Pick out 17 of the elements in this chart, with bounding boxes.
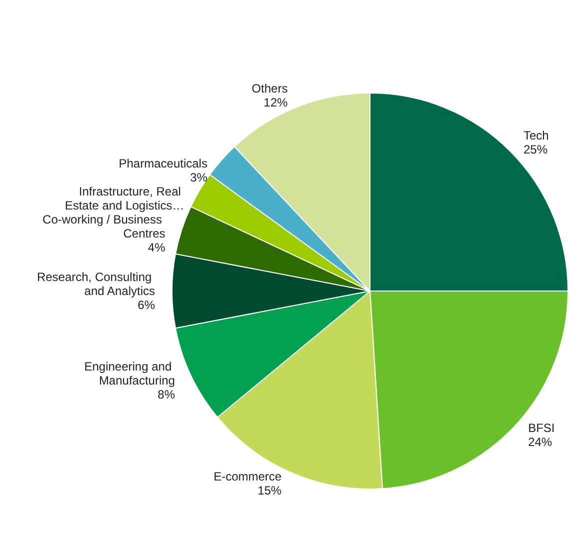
slice-label: E-commerce xyxy=(214,470,282,484)
data-label: 3% xyxy=(190,170,208,185)
data-label: 4% xyxy=(148,240,166,255)
slice-label: Infrastructure, Real Estate and Logistics… xyxy=(64,184,184,213)
data-label: 25% xyxy=(523,142,548,157)
slice-label: Tech xyxy=(523,128,549,143)
slice-label: BFSI xyxy=(528,420,555,435)
data-label: 15% xyxy=(258,484,282,498)
slice-label: Research, Consulting and Analytics xyxy=(36,270,155,298)
data-label: 24% xyxy=(528,434,552,449)
slice-label: Others xyxy=(252,82,288,96)
slice-label: Engineering and Manufacturing xyxy=(84,359,175,388)
data-label: 12% xyxy=(264,96,288,110)
slice-label: Pharmaceuticals xyxy=(118,156,208,171)
data-label: 6% xyxy=(138,298,156,312)
slice-label: Co-working / Business Centres xyxy=(42,212,166,241)
data-label: 8% xyxy=(158,387,176,402)
